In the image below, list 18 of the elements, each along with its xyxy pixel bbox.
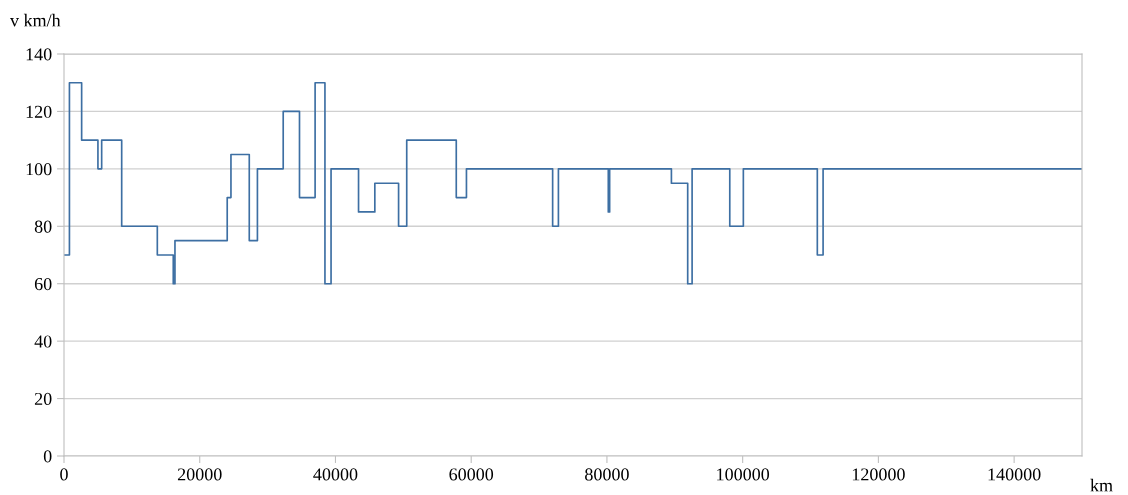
x-tick-label: 40000 [313, 468, 358, 481]
y-tick-label: 120 [26, 105, 52, 118]
x-tick-label: 80000 [585, 468, 629, 481]
y-tick-label: 20 [34, 392, 52, 406]
y-tick-label: 40 [34, 335, 52, 348]
y-tick-label: 60 [34, 277, 52, 291]
y-tick-label: 100 [26, 163, 52, 176]
x-tick-label: 20000 [177, 468, 222, 481]
x-tick-label: 120000 [852, 468, 905, 481]
x-tick-label: 100000 [717, 468, 770, 481]
y-tick-label: 140 [26, 48, 52, 61]
y-tick-label: 80 [34, 220, 52, 233]
x-tick-label: 140000 [988, 468, 1041, 481]
y-tick-label: 0 [43, 450, 52, 463]
x-tick-label: 0 [60, 468, 68, 481]
y-axis-title: v km/h [10, 13, 61, 27]
x-axis-title: km [1090, 478, 1113, 492]
x-tick-label: 60000 [449, 468, 494, 481]
